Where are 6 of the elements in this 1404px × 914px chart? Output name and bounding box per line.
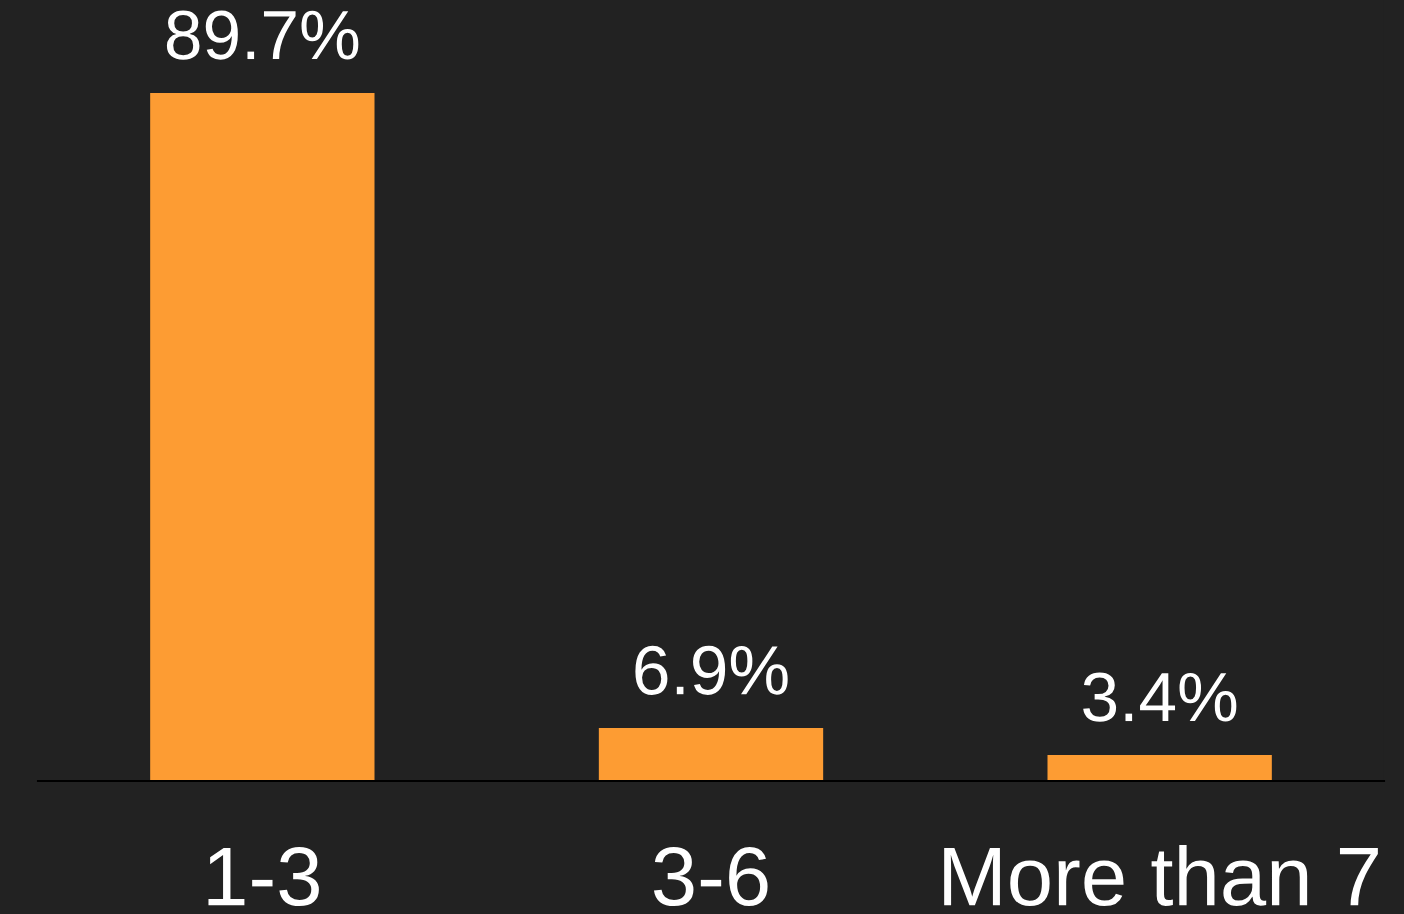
x-tick-label: 3-6 <box>653 847 768 907</box>
x-tick-label: 1-3 <box>208 847 319 907</box>
x-tick-label: More than 7 <box>944 844 1378 907</box>
data-label: 89.7% <box>166 10 359 60</box>
data-label: 3.4% <box>1083 672 1237 722</box>
data-label: 6.9% <box>635 645 788 695</box>
